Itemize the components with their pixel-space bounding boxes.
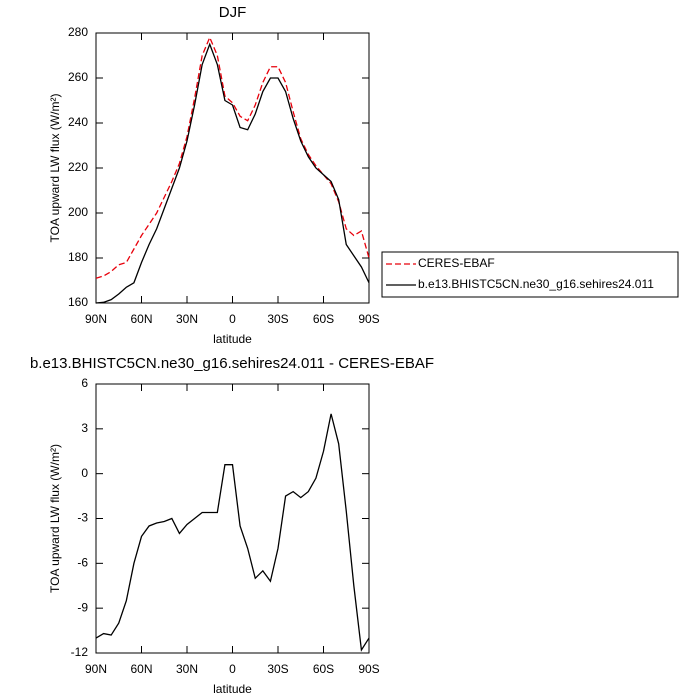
x-tick-label: 60S: [313, 662, 334, 676]
plot-frame: [95, 383, 370, 654]
y-tick-label: 6: [81, 376, 88, 390]
x-tick-label: 0: [229, 312, 236, 326]
y-tick-label: 260: [68, 70, 88, 84]
data-line: [95, 413, 370, 652]
x-tick-label: 90N: [85, 312, 107, 326]
y-axis-label: TOA upward LW flux (W/m²): [48, 444, 62, 593]
chart-title: DJF: [219, 4, 247, 21]
x-tick-label: 60N: [130, 662, 152, 676]
y-axis-label: TOA upward LW flux (W/m²): [48, 94, 62, 243]
legend-box: [381, 251, 679, 298]
x-tick-label: 90S: [358, 662, 379, 676]
x-tick-label: 90N: [85, 662, 107, 676]
x-tick-label: 30N: [176, 312, 198, 326]
y-tick-label: -9: [77, 600, 88, 614]
x-axis-label: latitude: [213, 332, 252, 346]
y-tick-label: 0: [81, 466, 88, 480]
y-tick-label: 160: [68, 295, 88, 309]
data-line: [95, 35, 370, 279]
y-tick-label: 3: [81, 421, 88, 435]
x-tick-label: 60S: [313, 312, 334, 326]
y-tick-label: 220: [68, 160, 88, 174]
x-tick-label: 30N: [176, 662, 198, 676]
y-tick-label: -6: [77, 556, 88, 570]
y-tick-label: 240: [68, 115, 88, 129]
data-line: [95, 42, 370, 304]
y-tick-label: -12: [71, 645, 89, 659]
legend-label: b.e13.BHISTC5CN.ne30_g16.sehires24.011: [418, 277, 654, 291]
x-tick-label: 60N: [130, 312, 152, 326]
plot-frame: [95, 32, 370, 304]
y-tick-label: -3: [77, 511, 88, 525]
y-tick-label: 280: [68, 25, 88, 39]
y-tick-label: 180: [68, 250, 88, 264]
x-axis-label: latitude: [213, 682, 252, 696]
x-tick-label: 0: [229, 662, 236, 676]
x-tick-label: 90S: [358, 312, 379, 326]
x-tick-label: 30S: [267, 662, 288, 676]
legend-label: CERES-EBAF: [418, 256, 495, 270]
chart-title: b.e13.BHISTC5CN.ne30_g16.sehires24.011 -…: [30, 355, 434, 372]
x-tick-label: 30S: [267, 312, 288, 326]
y-tick-label: 200: [68, 205, 88, 219]
